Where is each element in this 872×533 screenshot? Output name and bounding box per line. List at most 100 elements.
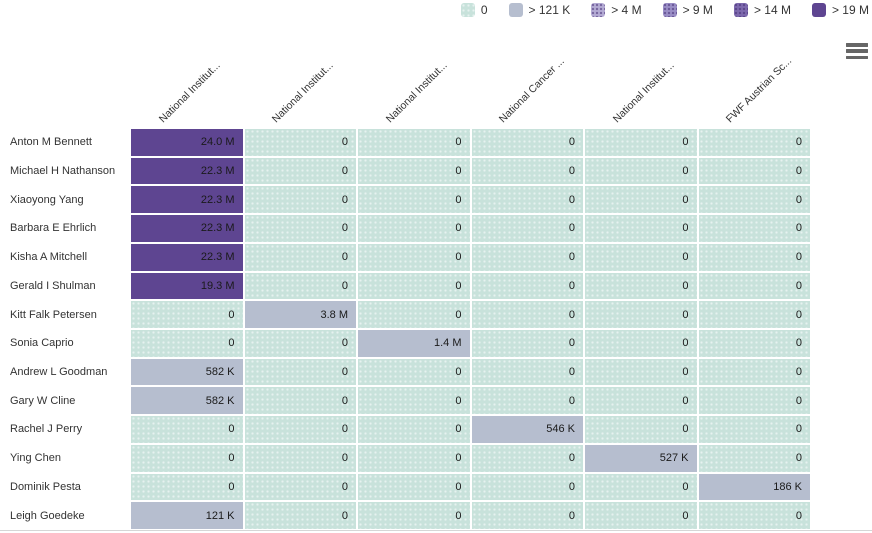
heatmap-cell[interactable]: 0 <box>244 329 356 357</box>
heatmap-cell[interactable]: 582 K <box>131 358 243 386</box>
heatmap-cell[interactable]: 22.3 M <box>131 186 243 214</box>
heatmap-cell[interactable]: 0 <box>698 329 810 357</box>
heatmap-cell[interactable]: 19.3 M <box>131 272 243 300</box>
heatmap-cell[interactable]: 0 <box>358 473 470 501</box>
legend-label: > 19 M <box>831 3 869 17</box>
heatmap-cell[interactable]: 0 <box>471 387 583 415</box>
heatmap-cell[interactable]: 546 K <box>471 416 583 443</box>
heatmap-cell[interactable]: 0 <box>131 301 243 328</box>
heatmap-cell[interactable]: 0 <box>131 329 243 357</box>
heatmap-cell[interactable]: 0 <box>471 272 583 300</box>
heatmap-cell[interactable]: 0 <box>131 416 243 443</box>
heatmap-cell[interactable]: 0 <box>358 502 470 529</box>
heatmap-cell[interactable]: 0 <box>585 387 697 415</box>
heatmap-cell[interactable]: 0 <box>358 301 470 328</box>
heatmap-cell[interactable]: 0 <box>585 473 697 501</box>
heatmap-cell[interactable]: 0 <box>471 215 583 242</box>
heatmap-cell[interactable]: 0 <box>358 358 470 386</box>
heatmap-cell[interactable]: 0 <box>471 502 583 529</box>
chart-context-menu-button[interactable] <box>845 42 869 60</box>
heatmap-cell[interactable]: 0 <box>698 416 810 443</box>
heatmap-cell[interactable]: 0 <box>698 301 810 328</box>
heatmap-cell[interactable]: 0 <box>358 272 470 300</box>
heatmap-cell[interactable]: 0 <box>244 129 356 156</box>
heatmap-cell[interactable]: 0 <box>471 157 583 185</box>
legend-label: > 4 M <box>611 3 642 17</box>
heatmap-cell[interactable]: 0 <box>585 243 697 271</box>
heatmap-cell[interactable]: 0 <box>585 416 697 443</box>
heatmap-cell[interactable]: 0 <box>358 186 470 214</box>
heatmap-cell[interactable]: 0 <box>698 215 810 242</box>
heatmap-cell[interactable]: 0 <box>585 186 697 214</box>
heatmap-cell[interactable]: 0 <box>244 215 356 242</box>
heatmap-cell[interactable]: 0 <box>471 243 583 271</box>
heatmap-cell[interactable]: 0 <box>244 387 356 415</box>
row-label: Sonia Caprio <box>10 337 74 350</box>
heatmap-cell[interactable]: 0 <box>585 215 697 242</box>
heatmap-cell[interactable]: 0 <box>698 387 810 415</box>
heatmap-cell[interactable]: 0 <box>471 473 583 501</box>
heatmap-cell[interactable]: 186 K <box>698 473 810 501</box>
heatmap-cell[interactable]: 0 <box>585 129 697 156</box>
heatmap-cell[interactable]: 0 <box>585 301 697 328</box>
heatmap-cell[interactable]: 0 <box>585 157 697 185</box>
heatmap-cell[interactable]: 0 <box>471 444 583 472</box>
heatmap-cell[interactable]: 0 <box>471 358 583 386</box>
heatmap-cell[interactable]: 0 <box>358 215 470 242</box>
heatmap-cell[interactable]: 0 <box>698 502 810 529</box>
heatmap-cell[interactable]: 0 <box>358 416 470 443</box>
heatmap-cell[interactable]: 0 <box>358 387 470 415</box>
heatmap-cell[interactable]: 0 <box>471 186 583 214</box>
heatmap-cell[interactable]: 0 <box>244 502 356 529</box>
legend-label: > 121 K <box>528 3 571 17</box>
heatmap-cell[interactable]: 0 <box>358 243 470 271</box>
heatmap-cell[interactable]: 0 <box>244 473 356 501</box>
legend-item[interactable]: > 4 M <box>591 3 642 17</box>
heatmap-cell[interactable]: 0 <box>585 272 697 300</box>
heatmap-cell[interactable]: 0 <box>585 329 697 357</box>
legend-item[interactable]: > 14 M <box>733 3 791 17</box>
heatmap-cell[interactable]: 0 <box>471 129 583 156</box>
heatmap-cell[interactable]: 0 <box>244 243 356 271</box>
heatmap-cell[interactable]: 0 <box>471 301 583 328</box>
legend-item[interactable]: > 19 M <box>811 3 869 17</box>
heatmap-cell[interactable]: 0 <box>698 272 810 300</box>
heatmap-cell[interactable]: 527 K <box>585 444 697 472</box>
heatmap-cell[interactable]: 0 <box>244 416 356 443</box>
column-header: National Institut... <box>156 59 223 126</box>
heatmap-cell[interactable]: 0 <box>698 243 810 271</box>
heatmap-cell[interactable]: 0 <box>244 157 356 185</box>
row-label: Rachel J Perry <box>10 423 83 436</box>
row-label: Gerald I Shulman <box>10 279 96 292</box>
heatmap-cell[interactable]: 0 <box>698 358 810 386</box>
legend-item[interactable]: > 121 K <box>508 3 571 17</box>
legend-item[interactable]: 0 <box>460 3 488 17</box>
heatmap-cell[interactable]: 0 <box>131 473 243 501</box>
heatmap-cell[interactable]: 0 <box>698 157 810 185</box>
heatmap-cell[interactable]: 0 <box>244 272 356 300</box>
heatmap-cell[interactable]: 0 <box>698 129 810 156</box>
heatmap-cell[interactable]: 24.0 M <box>131 129 243 156</box>
heatmap-cell[interactable]: 22.3 M <box>131 157 243 185</box>
heatmap-cell[interactable]: 0 <box>471 329 583 357</box>
heatmap-cell[interactable]: 0 <box>585 358 697 386</box>
heatmap-cell[interactable]: 1.4 M <box>358 329 470 357</box>
heatmap-cell[interactable]: 0 <box>698 186 810 214</box>
heatmap-cell[interactable]: 0 <box>244 186 356 214</box>
heatmap-cell[interactable]: 0 <box>244 444 356 472</box>
heatmap-cell[interactable]: 0 <box>585 502 697 529</box>
heatmap-cell[interactable]: 0 <box>358 129 470 156</box>
heatmap-cell[interactable]: 22.3 M <box>131 215 243 242</box>
heatmap-cell[interactable]: 0 <box>244 358 356 386</box>
heatmap-cell[interactable]: 0 <box>131 444 243 472</box>
heatmap-cell[interactable]: 582 K <box>131 387 243 415</box>
legend-item[interactable]: > 9 M <box>662 3 713 17</box>
heatmap-cell[interactable]: 121 K <box>131 502 243 529</box>
heatmap-cell[interactable]: 0 <box>698 444 810 472</box>
column-header: National Institut... <box>383 59 450 126</box>
row-label: Andrew L Goodman <box>10 366 108 379</box>
heatmap-cell[interactable]: 22.3 M <box>131 243 243 271</box>
heatmap-cell[interactable]: 3.8 M <box>244 301 356 328</box>
heatmap-cell[interactable]: 0 <box>358 444 470 472</box>
heatmap-cell[interactable]: 0 <box>358 157 470 185</box>
